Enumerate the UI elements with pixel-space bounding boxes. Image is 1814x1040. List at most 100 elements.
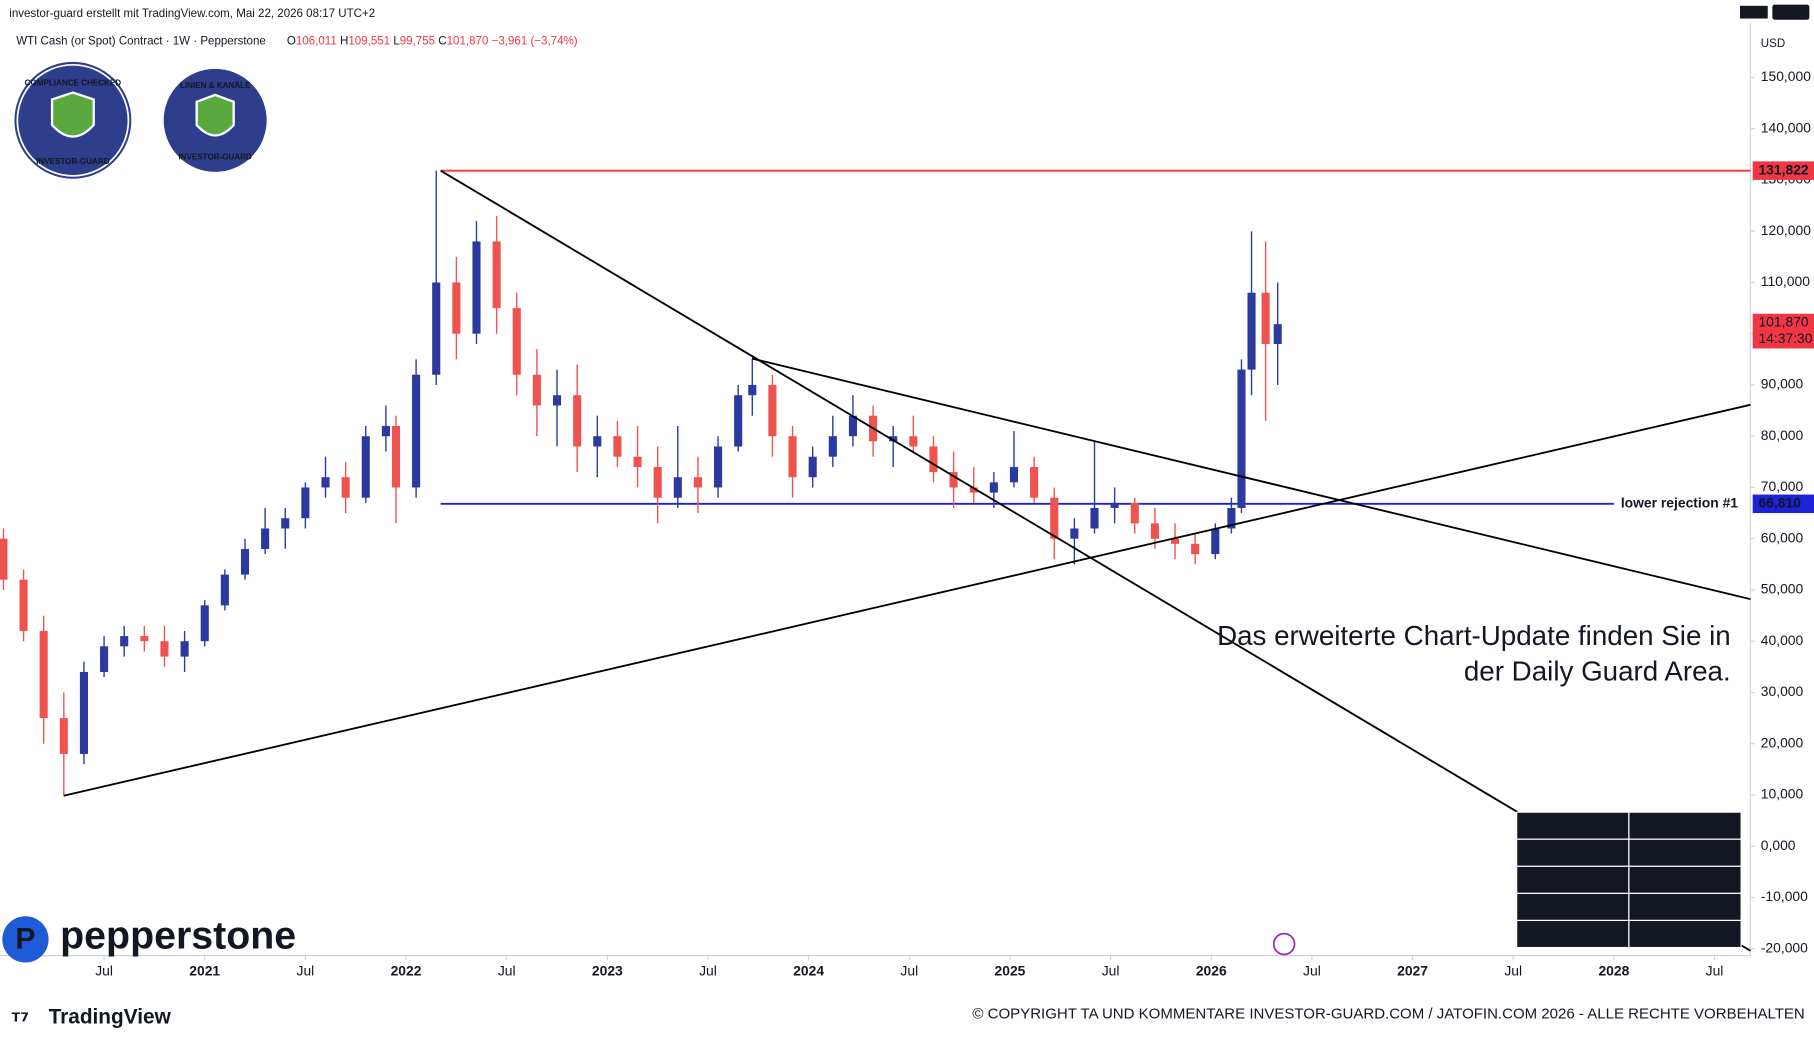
candle-body [848,415,857,437]
badge-text: INVESTOR-GUARD [178,153,252,162]
candle-body [180,641,189,657]
badge-text: COMPLIANCE CHECKED [25,78,122,87]
x-tick-label: 2021 [189,962,220,978]
candle-body [381,425,390,437]
y-tick-label: 90,000 [1761,376,1804,392]
candle-body [361,436,370,498]
candle-body [673,477,682,498]
table-cell [1516,865,1630,894]
change: −3,961 (−3,74%) [492,36,578,48]
x-tick-label: Jul [297,962,315,978]
candle-body [1237,369,1246,508]
symbol: WTI Cash (or Spot) Contract · 1W · Peppe… [16,36,266,48]
last-price-box [1752,313,1814,349]
candle-body [653,466,662,498]
y-tick-label: 0,000 [1761,837,1796,853]
candle-body [412,374,421,488]
trendline [751,357,1751,601]
x-tick-label: 2023 [592,962,623,978]
y-tick-label: 110,000 [1761,273,1810,289]
x-tick-label: 2028 [1598,962,1629,978]
broker: pepperstone [60,914,296,958]
candle-body [432,282,441,375]
y-tick-label: 10,000 [1761,786,1804,802]
candle-body [59,718,68,754]
candle-body [261,528,270,549]
candle-body [1227,507,1236,529]
y-tick-label: -10,000 [1761,888,1808,904]
footer: © COPYRIGHT TA UND KOMMENTARE INVESTOR-G… [972,1006,1804,1023]
candle-body [532,374,541,406]
y-tick-label: 40,000 [1761,632,1804,648]
trendline [63,403,1751,797]
ohlc-key: H [340,36,348,48]
ohlc-values: O106,011 H109,551 L99,755 C101,870 −3,96… [287,36,578,48]
price-label-box [1752,161,1814,180]
x-tick-label: Jul [1706,962,1724,978]
candle-body [714,446,723,488]
candle-body [1273,324,1282,344]
candle-body [734,395,743,447]
price-label-box [1752,494,1814,514]
candle-body [301,487,310,519]
x-tick-label: Jul [95,962,113,978]
y-tick-label: -20,000 [1761,939,1808,955]
candle-body [160,641,169,657]
table-text: Val > 62.908 [1534,898,1613,914]
x-tick-label: 2025 [995,962,1026,978]
countdown: 14:37:30 [1758,330,1812,346]
pepperstone-logo: P [2,916,49,963]
x-tick-label: Jul [1102,962,1120,978]
table-text: Poc > 79.984 [1531,843,1615,859]
candle-body [391,425,401,488]
candle-body [492,241,501,309]
candle-body [828,436,837,457]
candle-body [1191,543,1200,555]
badge-text: INVESTOR-GUARD [36,157,110,166]
table-cell [1628,838,1742,867]
x-tick-label: Jul [900,962,918,978]
candle-body [1090,507,1099,529]
x-tick-label: Jul [1504,962,1522,978]
x-tick-label: 2026 [1196,962,1227,978]
tv-logo: 𝗧𝟳 [12,1009,30,1024]
candle-body [808,456,817,478]
y-tick-label: 20,000 [1761,734,1804,750]
table-text: aVWAP > 80.613 [1519,925,1626,941]
table-cell [1628,919,1742,949]
candle-body [1150,523,1159,539]
ohlc-key: L [393,36,400,48]
y-tick-label: 60,000 [1761,529,1804,545]
table-text: Vah > 94.621 [1531,871,1614,887]
candle-body [341,477,350,498]
annotation: der Daily Guard Area. [1464,656,1731,687]
candle-body [281,518,290,529]
price-label: 66,810 [1758,494,1801,510]
candle-body [768,384,777,437]
y-tick-label: 140,000 [1761,119,1811,135]
y-tick-label: 120,000 [1761,222,1811,238]
table-text: Tracker 2 [1656,816,1714,832]
level-name: lower rejection #1 [1621,494,1738,510]
candle-body [909,436,918,447]
candle-body [949,472,958,488]
svg-text:P: P [15,923,35,956]
candle-body [512,308,521,375]
last-price: 101,870 [1758,314,1808,330]
platform: TradingView [49,1006,172,1029]
candle-body [200,605,209,642]
candle-body [693,477,702,488]
candle-body [552,395,562,406]
candle-body [573,395,582,447]
y-tick-label: 70,000 [1761,478,1804,494]
candle-body [100,646,109,672]
y-tick-label: 80,000 [1761,427,1804,443]
candle-body [452,282,461,334]
x-tick-label: 2027 [1397,962,1428,978]
x-tick-label: 2022 [391,962,422,978]
candle-body [613,436,622,457]
candle-body [989,482,998,493]
alert-icon[interactable] [1272,932,1296,956]
currency: USD [1761,38,1785,50]
price-label: 131,822 [1758,161,1808,177]
